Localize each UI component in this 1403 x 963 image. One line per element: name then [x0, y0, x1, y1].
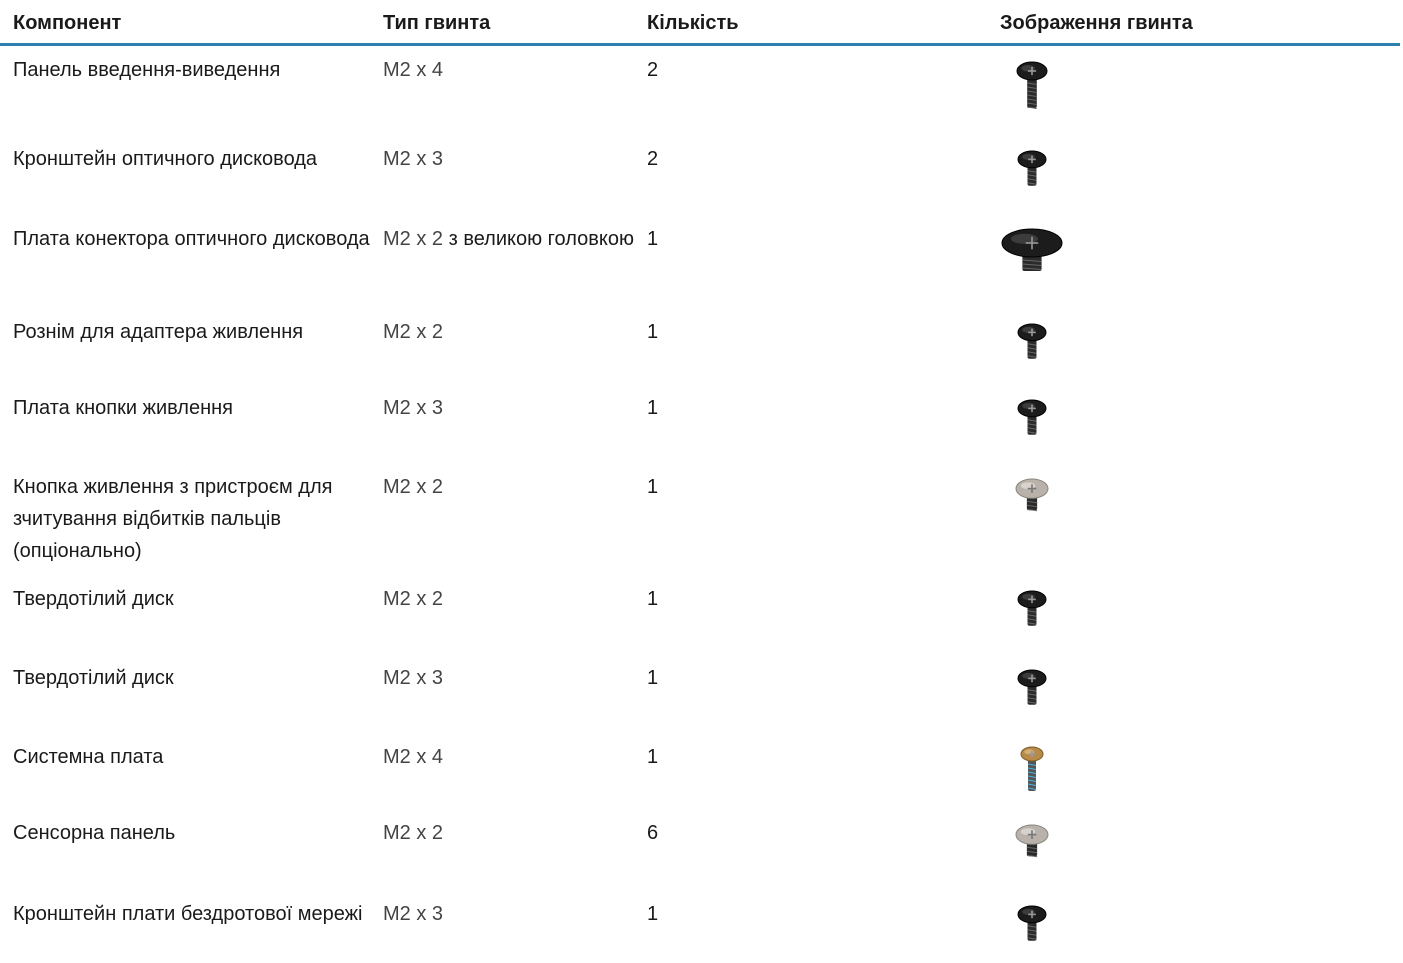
table-header: Компонент Тип гвинта Кількість Зображенн… — [0, 0, 1400, 46]
component-cell: Плата конектора оптичного дисковода — [13, 228, 370, 250]
component-cell: Системна плата — [13, 746, 164, 768]
screw-type-cell: M2 x 3 — [383, 392, 638, 424]
quantity-cell: 2 — [647, 148, 659, 170]
screw-image-cell — [1000, 741, 1120, 801]
screw-type-cell: M2 x 2 з великою головкою — [383, 223, 638, 255]
component-cell: Панель введення-виведення — [13, 59, 281, 81]
screw-type-cell: M2 x 2 — [383, 817, 638, 849]
header-component: Компонент — [13, 12, 122, 34]
screw-type-value: M2 x 2 — [383, 822, 444, 844]
screw-image-cell — [1000, 223, 1120, 283]
quantity-cell: 1 — [647, 746, 659, 768]
screw-table: Компонент Тип гвинта Кількість Зображенн… — [0, 0, 1400, 941]
screw-type-cell: M2 x 3 — [383, 662, 638, 694]
screw-image-cell — [1000, 471, 1120, 531]
component-cell: Кронштейн оптичного дисковода — [13, 148, 318, 170]
screw-type-value: M2 x 3 — [383, 903, 444, 925]
quantity-cell: 1 — [647, 321, 659, 343]
screw-type-cell: M2 x 4 — [383, 741, 638, 773]
screw-type-value: M2 x 3 — [383, 148, 444, 170]
screw-image-cell — [1000, 583, 1120, 643]
quantity-cell: 1 — [647, 588, 659, 610]
quantity-cell: 1 — [647, 228, 659, 250]
quantity-cell: 1 — [647, 476, 659, 498]
header-screw-type: Тип гвинта — [383, 12, 491, 34]
screw-type-value: M2 x 2 — [383, 228, 444, 250]
screw-type-value: M2 x 2 — [383, 321, 444, 343]
screw-type-value: M2 x 3 — [383, 397, 444, 419]
screw-image-cell — [1000, 392, 1120, 452]
quantity-cell: 2 — [647, 59, 659, 81]
quantity-cell: 1 — [647, 667, 659, 689]
component-cell: Рознім для адаптера живлення — [13, 321, 304, 343]
component-cell: Кронштейн плати бездротової мережі — [13, 903, 363, 925]
screw-type-value: M2 x 2 — [383, 588, 444, 610]
quantity-cell: 6 — [647, 822, 659, 844]
screw-type-cell: M2 x 2 — [383, 316, 638, 348]
screw-image-cell — [1000, 54, 1120, 114]
component-cell: Плата кнопки живлення — [13, 397, 233, 419]
screw-type-cell: M2 x 2 — [383, 583, 638, 615]
component-cell: Твердотілий диск — [13, 588, 174, 610]
screw-type-value: M2 x 2 — [383, 476, 444, 498]
header-screw-image: Зображення гвинта — [1000, 12, 1193, 34]
screw-type-value: M2 x 4 — [383, 746, 444, 768]
screw-image-cell — [1000, 316, 1120, 376]
screw-type-value: M2 x 4 — [383, 59, 444, 81]
quantity-cell: 1 — [647, 397, 659, 419]
component-cell: Сенсорна панель — [13, 822, 176, 844]
header-quantity: Кількість — [647, 12, 739, 34]
screw-image-cell — [1000, 898, 1120, 958]
screw-image-cell — [1000, 662, 1120, 722]
quantity-cell: 1 — [647, 903, 659, 925]
screw-type-cell: M2 x 3 — [383, 143, 638, 175]
screw-type-cell: M2 x 2 — [383, 471, 638, 503]
screw-type-cell: M2 x 3 — [383, 898, 638, 930]
component-cell: Твердотілий диск — [13, 667, 174, 689]
screw-type-cell: M2 x 4 — [383, 54, 638, 86]
screw-image-cell — [1000, 143, 1120, 203]
screw-type-extra: з великою головкою — [448, 228, 634, 250]
screw-image-cell — [1000, 817, 1120, 877]
component-cell: Кнопка живлення з пристроєм для зчитуван… — [13, 476, 333, 562]
screw-type-value: M2 x 3 — [383, 667, 444, 689]
